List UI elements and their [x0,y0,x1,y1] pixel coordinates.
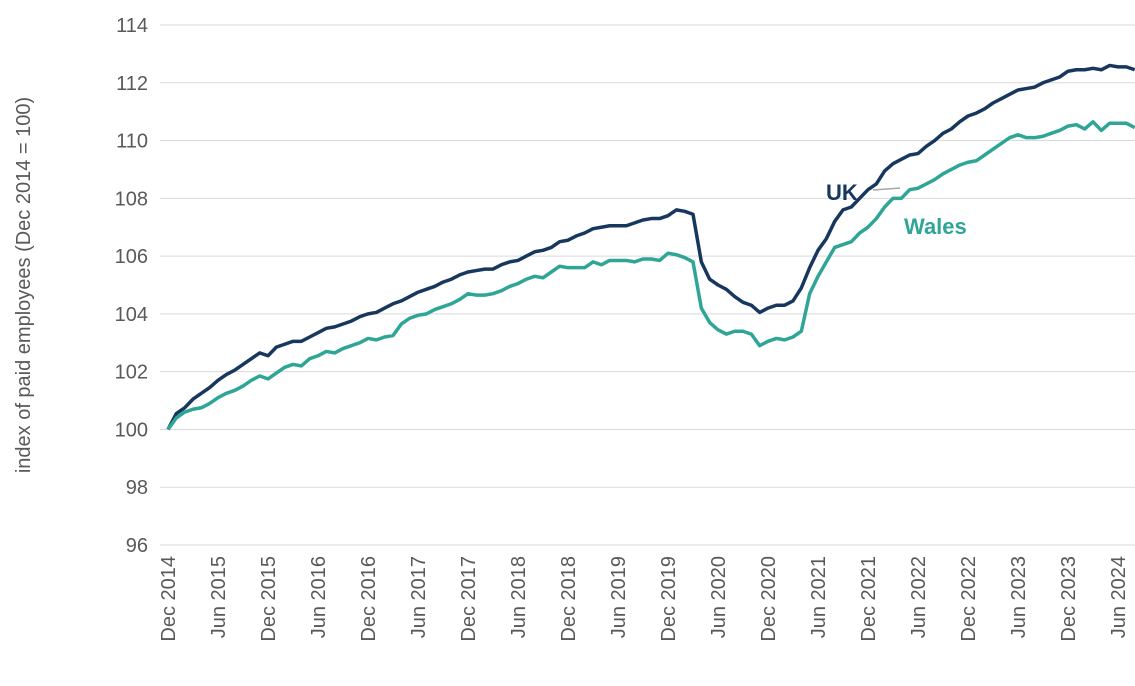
x-tick-label: Jun 2022 [908,556,930,638]
x-tick-label: Dec 2018 [558,556,580,642]
y-tick-label: 114 [116,15,148,37]
x-tick-label: Jun 2016 [308,556,330,638]
x-tick-label: Jun 2018 [508,556,530,638]
x-tick-label: Jun 2015 [208,556,230,638]
y-tick-label: 112 [116,73,148,95]
y-axis-title: index of paid employees (Dec 2014 = 100) [13,97,35,473]
y-tick-label: 98 [126,477,148,499]
x-tick-label: Jun 2024 [1108,556,1130,638]
x-tick-label: Jun 2020 [708,556,730,638]
x-tick-label: Jun 2017 [408,556,430,638]
x-tick-label: Jun 2021 [808,556,830,638]
x-tick-label: Dec 2020 [758,556,780,642]
x-tick-label: Jun 2023 [1008,556,1030,638]
y-tick-label: 108 [115,188,148,210]
x-tick-label: Dec 2014 [158,556,180,642]
x-tick-label: Dec 2023 [1058,556,1080,642]
x-tick-label: Dec 2017 [458,556,480,642]
y-tick-label: 106 [115,246,148,268]
y-tick-label: 104 [115,304,148,326]
y-tick-label: 102 [115,362,148,384]
annotation-leader [872,187,901,191]
x-tick-label: Dec 2021 [858,556,880,642]
x-tick-label: Dec 2015 [258,556,280,642]
annotation-label: UK [826,180,858,205]
y-tick-label: 96 [126,535,148,557]
x-tick-label: Jun 2019 [608,556,630,638]
x-tick-label: Dec 2019 [658,556,680,642]
series-line [166,120,1135,431]
x-tick-label: Dec 2016 [358,556,380,642]
series-line [166,63,1135,431]
annotation-label: Wales [904,214,967,239]
y-tick-label: 110 [116,131,148,153]
y-tick-label: 100 [115,419,148,441]
x-tick-label: Dec 2022 [958,556,980,642]
